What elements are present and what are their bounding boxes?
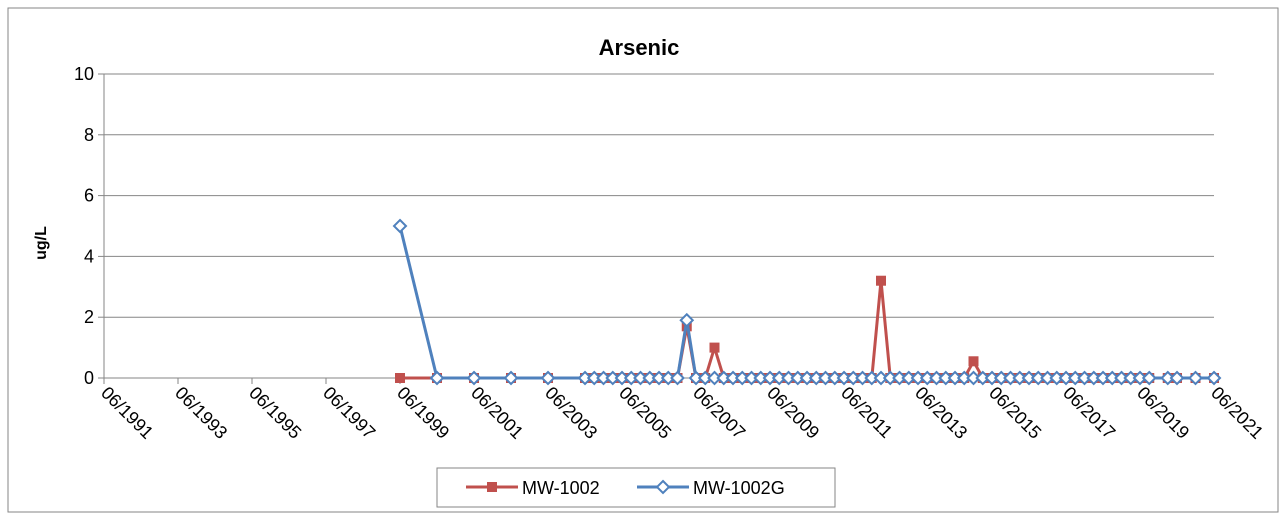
legend-label-mw-1002g: MW-1002G bbox=[693, 478, 785, 498]
data-point bbox=[1141, 370, 1157, 386]
y-tick-label: 0 bbox=[84, 368, 94, 388]
data-point bbox=[679, 312, 695, 328]
data-point bbox=[503, 370, 519, 386]
data-point bbox=[709, 342, 720, 353]
data-point bbox=[1206, 370, 1222, 386]
legend-label-mw-1002: MW-1002 bbox=[522, 478, 600, 498]
y-axis-title: ug/L bbox=[33, 226, 50, 260]
y-tick-label: 10 bbox=[74, 64, 94, 84]
y-tick-label: 6 bbox=[84, 186, 94, 206]
legend: MW-1002 MW-1002G bbox=[436, 467, 836, 508]
data-point bbox=[540, 370, 556, 386]
data-point bbox=[670, 370, 685, 386]
chart-title: Arsenic bbox=[599, 35, 680, 60]
plot-series bbox=[392, 218, 1222, 386]
chart-area-border bbox=[7, 7, 1279, 513]
data-point bbox=[429, 370, 445, 386]
data-point bbox=[466, 370, 482, 386]
y-axis: 0 2 4 6 8 10 bbox=[74, 64, 105, 388]
y-tick-label: 2 bbox=[84, 307, 94, 327]
y-tick-label: 4 bbox=[84, 246, 94, 266]
data-point bbox=[395, 373, 405, 383]
data-point bbox=[968, 356, 979, 367]
data-point bbox=[1188, 370, 1203, 386]
legend-marker-mw-1002 bbox=[487, 482, 497, 492]
data-point bbox=[392, 218, 408, 234]
series-mw-1002g bbox=[392, 218, 1222, 386]
legend-marker-mw-1002g bbox=[655, 479, 671, 495]
data-point bbox=[876, 275, 886, 286]
y-tick-label: 8 bbox=[84, 125, 94, 145]
data-point bbox=[1169, 370, 1185, 386]
